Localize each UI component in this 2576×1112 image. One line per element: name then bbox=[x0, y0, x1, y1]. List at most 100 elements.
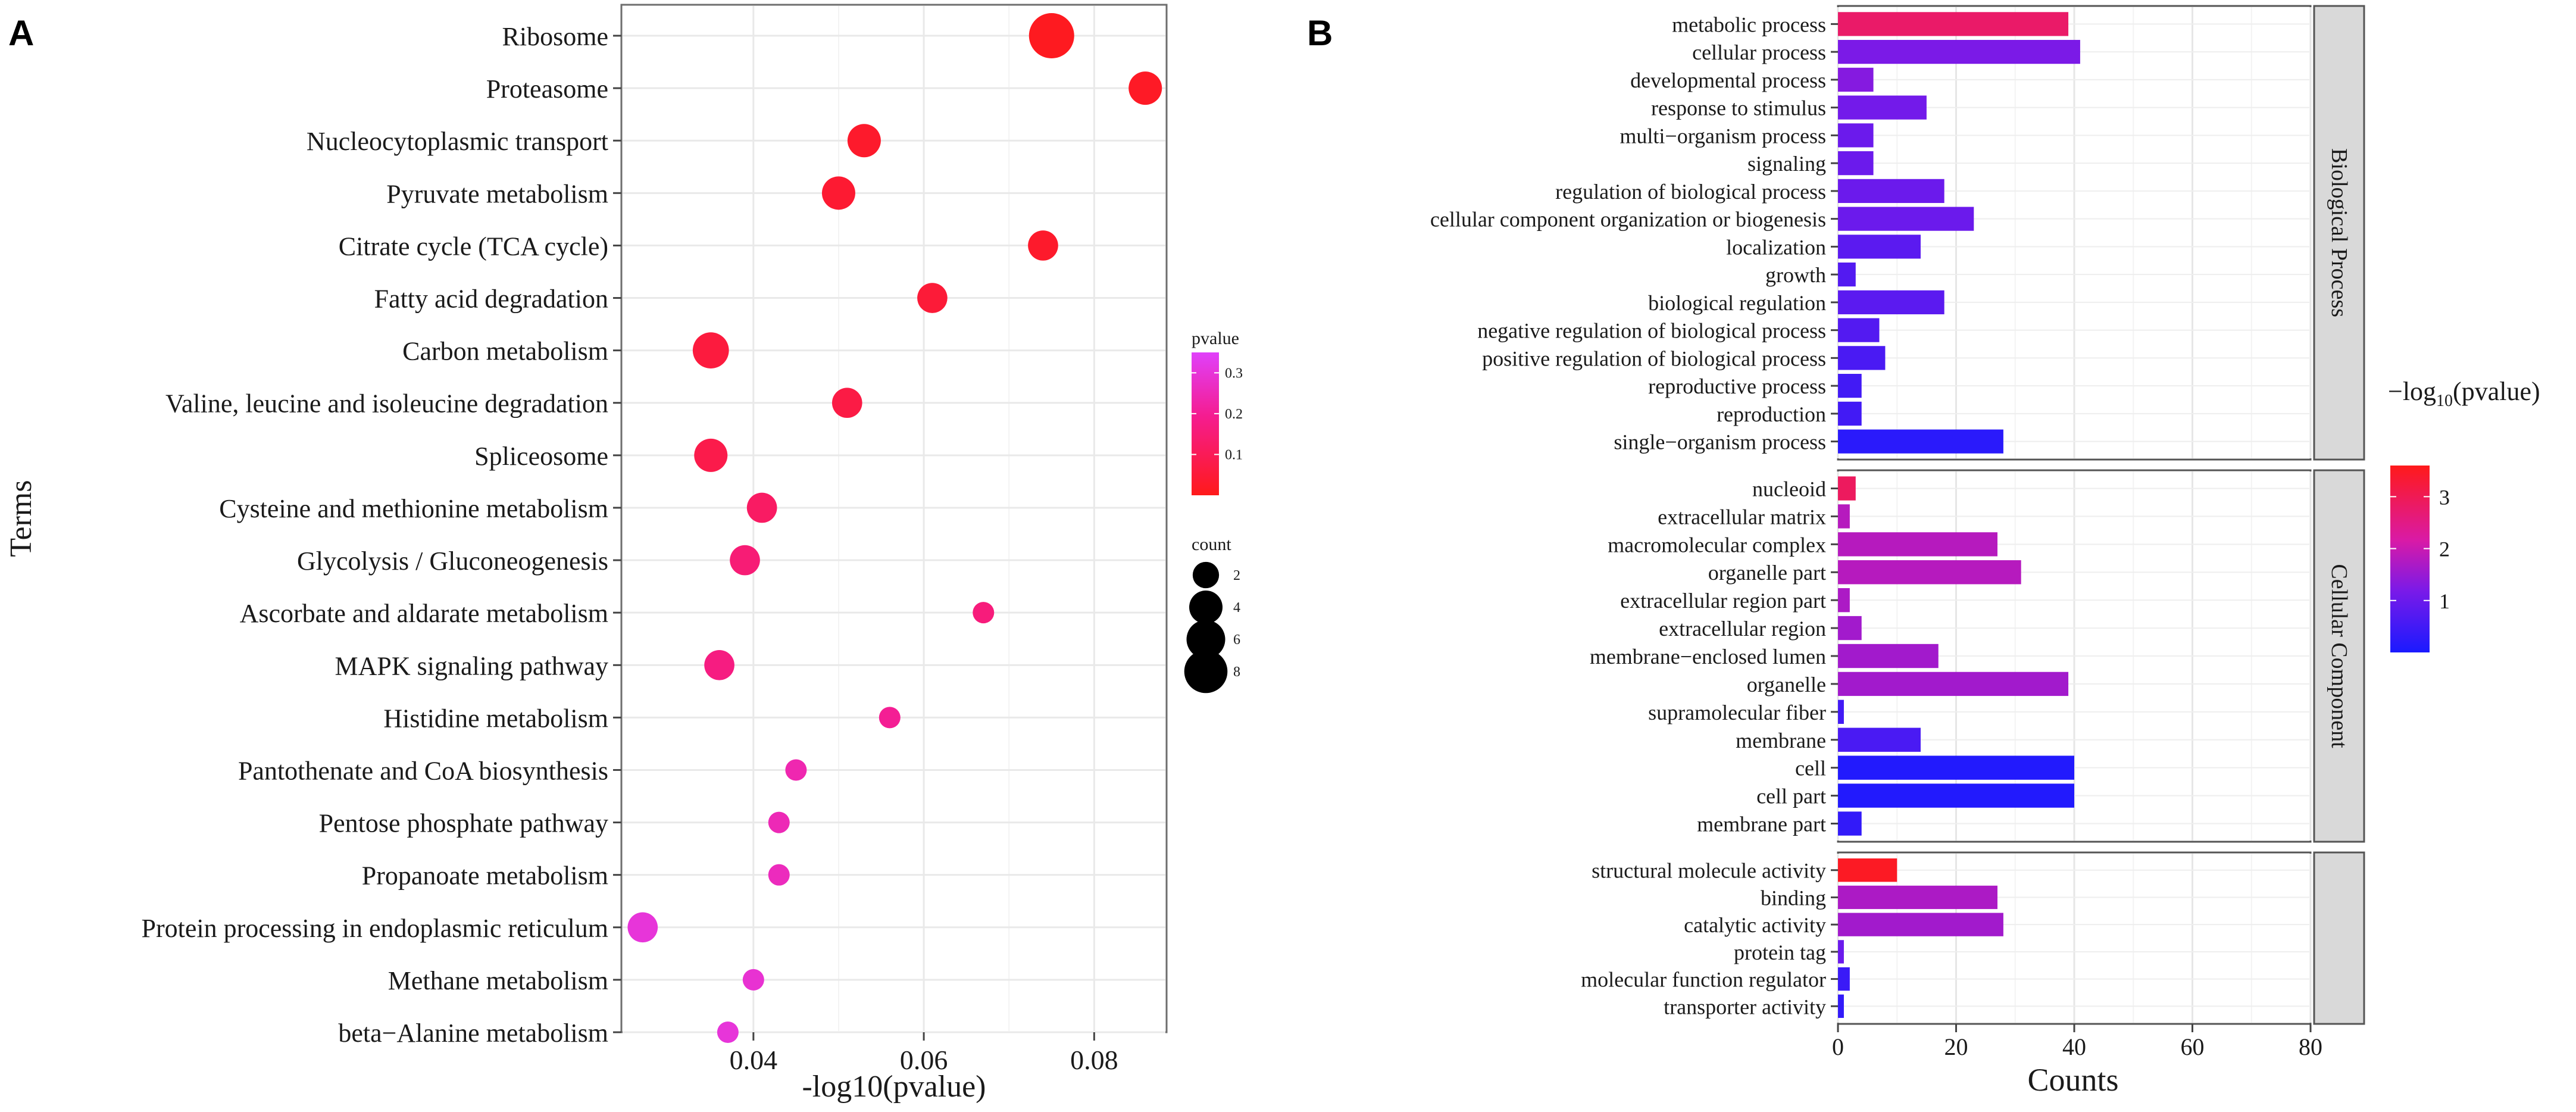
panel-a-term-label: beta−Alanine metabolism bbox=[338, 1019, 608, 1048]
panel-b-facet-strip bbox=[2313, 5, 2365, 461]
panel-b-bar bbox=[1838, 12, 2069, 36]
panel-b-term-label: membrane−enclosed lumen bbox=[1590, 645, 1826, 669]
panel-b-term-label: negative regulation of biological proces… bbox=[1477, 319, 1826, 343]
panel-b-term-label: membrane bbox=[1736, 729, 1826, 752]
panel-b-term-label: positive regulation of biological proces… bbox=[1482, 346, 1826, 370]
panel-b-term-label: cell part bbox=[1756, 785, 1826, 808]
panel-a-term-label: Carbon metabolism bbox=[402, 337, 608, 366]
panel-a-term-label: Cysteine and methionine metabolism bbox=[219, 494, 608, 523]
panel-a-term-label: Pyruvate metabolism bbox=[386, 179, 608, 208]
panel-a-dot bbox=[768, 864, 790, 886]
panel-b-bar bbox=[1838, 699, 1844, 724]
panel-b-x-tick-label: 60 bbox=[2181, 1033, 2205, 1060]
panel-b-bar bbox=[1838, 994, 1844, 1018]
panel-b-bar bbox=[1838, 504, 1850, 529]
panel-b-color-legend-label: 2 bbox=[2439, 538, 2450, 561]
panel-a-term-label: Histidine metabolism bbox=[383, 704, 608, 733]
panel-b-x-tick-label: 0 bbox=[1832, 1033, 1844, 1060]
panel-b-term-label: supramolecular fiber bbox=[1648, 701, 1826, 724]
panel-b-term-label: organelle part bbox=[1708, 561, 1826, 585]
panel-a-size-legend-dot bbox=[1184, 649, 1228, 694]
panel-b-term-label: regulation of biological process bbox=[1555, 180, 1826, 204]
panel-b-term-label: developmental process bbox=[1630, 68, 1826, 92]
panel-a-term-label: Ribosome bbox=[502, 22, 608, 51]
panel-b-term-label: response to stimulus bbox=[1651, 96, 1826, 120]
panel-b-bar bbox=[1838, 858, 1897, 882]
panel-a-dot bbox=[917, 283, 948, 313]
panel-a-dot bbox=[821, 176, 855, 210]
panel-b-bar bbox=[1838, 727, 1921, 752]
panel-a-term-label: MAPK signaling pathway bbox=[334, 651, 608, 680]
panel-b-bar bbox=[1838, 644, 1939, 669]
panel-b-bar bbox=[1838, 913, 2003, 936]
panel-a-term-label: Ascorbate and aldarate metabolism bbox=[240, 599, 608, 628]
panel-b-color-legend-label: 3 bbox=[2439, 485, 2450, 509]
panel-a-term-label: Pantothenate and CoA biosynthesis bbox=[238, 756, 608, 785]
panel-a-size-legend-label: 2 bbox=[1233, 568, 1240, 583]
panel-b-bar bbox=[1838, 783, 2074, 808]
panel-a-color-legend-label: 0.2 bbox=[1225, 407, 1243, 422]
panel-b-term-label: single−organism process bbox=[1614, 430, 1826, 454]
panel-a-dot bbox=[768, 811, 790, 833]
panel-b-letter: B bbox=[1307, 13, 1333, 53]
panel-a-y-axis-title: Terms bbox=[4, 480, 38, 557]
panel-a-term-label: Protein processing in endoplasmic reticu… bbox=[141, 914, 608, 943]
panel-b-facet-strip-label: Biological Process bbox=[2327, 148, 2352, 317]
panel-a-dot bbox=[785, 759, 807, 781]
panel-a-size-legend-dot bbox=[1192, 561, 1220, 589]
panel-a-plot-area bbox=[620, 4, 1168, 1033]
panel-b-term-label: growth bbox=[1765, 263, 1826, 287]
panel-a-term-label: Propanoate metabolism bbox=[362, 861, 608, 891]
panel-b-term-label: signaling bbox=[1747, 152, 1826, 176]
panel-b-term-label: cellular component organization or bioge… bbox=[1430, 208, 1826, 232]
panel-a-dot bbox=[742, 969, 764, 991]
panel-a-x-tick-label: 0.08 bbox=[1070, 1045, 1118, 1075]
panel-b-term-label: nucleoid bbox=[1752, 477, 1826, 501]
panel-b-x-tick-label: 20 bbox=[1944, 1033, 1968, 1060]
panel-a-dot bbox=[973, 602, 995, 624]
panel-a-x-tick-label: 0.06 bbox=[900, 1045, 948, 1075]
panel-b-facet-strip-label: Cellular Component bbox=[2327, 564, 2352, 748]
panel-b-bar bbox=[1838, 560, 2021, 585]
panel-b-term-label: structural molecule activity bbox=[1592, 859, 1826, 883]
panel-b-bar bbox=[1838, 179, 1944, 203]
panel-b-term-label: biological regulation bbox=[1648, 291, 1826, 315]
panel-a-dots bbox=[627, 13, 1162, 1043]
panel-b-term-label: organelle bbox=[1747, 673, 1826, 696]
panel-b-term-label: extracellular region bbox=[1659, 617, 1826, 641]
panel-a-x-axis-title: -log10(pvalue) bbox=[802, 1070, 986, 1104]
panel-b-bar bbox=[1838, 811, 1862, 836]
panel-a-term-label: Glycolysis / Gluconeogenesis bbox=[297, 546, 608, 576]
panel-b-term-label: cell bbox=[1795, 757, 1826, 780]
panel-b-bar bbox=[1838, 671, 2069, 696]
panel-b-term-label: reproduction bbox=[1717, 402, 1826, 426]
panel-a-color-legend-bar bbox=[1192, 352, 1219, 495]
panel-a-term-label: Proteasome bbox=[486, 74, 608, 104]
panel-a-dotplot: Ribosome Proteasome Nucleocytoplasmic tran… bbox=[4, 4, 1243, 1104]
panel-a-color-legend-title: pvalue bbox=[1192, 329, 1239, 348]
panel-a-size-legend-dot bbox=[1186, 620, 1226, 659]
panel-a-dot bbox=[1128, 71, 1162, 105]
panel-b-term-label: multi−organism process bbox=[1620, 124, 1826, 148]
panel-a-term-label: Spliceosome bbox=[474, 442, 608, 471]
panel-b-bar bbox=[1838, 476, 1856, 501]
panel-b-bar bbox=[1838, 401, 1862, 426]
panel-a-color-legend-label: 0.3 bbox=[1225, 366, 1243, 381]
panel-b-bar bbox=[1838, 207, 1974, 231]
panel-a-dot bbox=[1028, 13, 1074, 58]
panel-b-bar bbox=[1838, 885, 1997, 910]
panel-b-facet-strip bbox=[2313, 851, 2365, 1025]
panel-a-dot bbox=[627, 912, 658, 943]
panel-b-term-label: transporter activity bbox=[1664, 995, 1826, 1019]
panel-b-bar bbox=[1838, 263, 1856, 287]
panel-a-dot bbox=[730, 545, 760, 576]
panel-b-term-label: extracellular matrix bbox=[1658, 505, 1826, 529]
panel-b-bar bbox=[1838, 40, 2080, 64]
panel-b-facet-3: structural molecule activity binding catal… bbox=[1581, 851, 2365, 1025]
panel-a-dot bbox=[704, 649, 734, 680]
panel-a-size-legend-dot bbox=[1189, 591, 1223, 624]
panel-b-bar bbox=[1838, 532, 1997, 557]
panel-b-bar bbox=[1838, 67, 1874, 92]
panel-b-term-label: membrane part bbox=[1697, 813, 1826, 836]
panel-a-dot bbox=[694, 438, 728, 472]
